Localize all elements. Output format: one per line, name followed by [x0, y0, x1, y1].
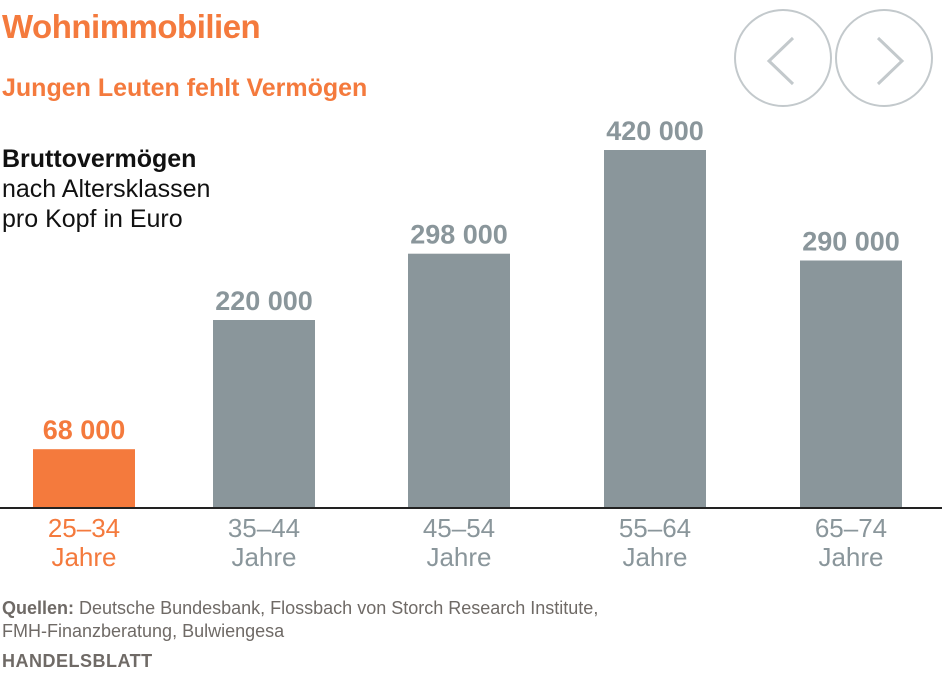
chevron-right-icon [876, 36, 905, 86]
value-label: 220 000 [215, 286, 313, 316]
category-label: 65–74 [815, 513, 887, 543]
sources-line2: FMH-Finanzberatung, Bulwiengesa [2, 621, 285, 641]
chevron-left-icon [766, 36, 795, 86]
category-label: 35–44 [228, 513, 300, 543]
value-label: 68 000 [43, 415, 126, 445]
chart-measure: Bruttovermögen [2, 145, 197, 173]
category-label: Jahre [231, 542, 296, 572]
sources: Quellen: Deutsche Bundesbank, Flossbach … [2, 597, 598, 643]
bar [800, 260, 902, 507]
category-label: Jahre [622, 542, 687, 572]
next-button[interactable] [835, 9, 933, 107]
bar [33, 449, 135, 507]
chart-desc-line1: nach Altersklassen [2, 175, 211, 203]
sources-line1: Deutsche Bundesbank, Flossbach von Storc… [79, 598, 599, 618]
category-label: 55–64 [619, 513, 691, 543]
category-label: Jahre [818, 542, 883, 572]
brand-name: HANDELSBLATT [2, 651, 153, 671]
bar [213, 320, 315, 507]
chart-description: Bruttovermögen nach Altersklassen pro Ko… [2, 144, 210, 234]
value-label: 298 000 [410, 220, 508, 250]
value-label: 420 000 [606, 116, 704, 146]
bar [408, 253, 510, 507]
category-label: 45–54 [423, 513, 495, 543]
page-title: Wohnimmobilien [2, 8, 261, 45]
bar [604, 150, 706, 507]
previous-button[interactable] [734, 9, 832, 107]
category-label: 25–34 [48, 513, 120, 543]
page-subtitle: Jungen Leuten fehlt Vermögen [2, 74, 368, 102]
category-label: Jahre [426, 542, 491, 572]
sources-label: Quellen: [2, 598, 75, 618]
chart-desc-line2: pro Kopf in Euro [2, 205, 183, 233]
category-label: Jahre [51, 542, 116, 572]
value-label: 290 000 [802, 227, 900, 257]
